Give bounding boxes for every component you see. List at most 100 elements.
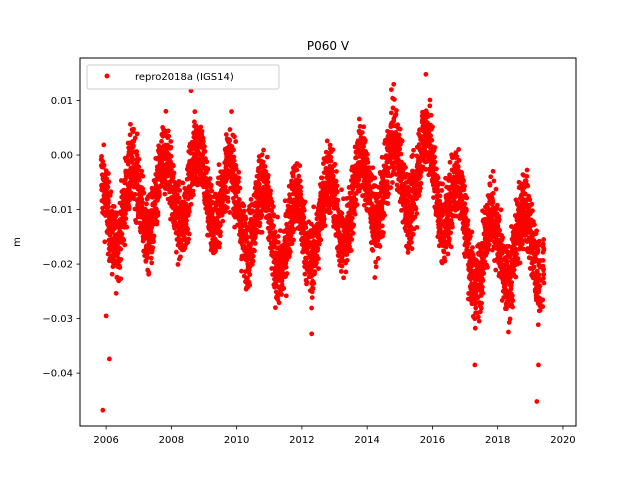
data-point (310, 286, 316, 292)
legend-label: repro2018a (IGS14) (135, 72, 234, 83)
data-point (132, 191, 138, 197)
data-point (208, 182, 214, 188)
data-point (485, 247, 491, 252)
data-point (105, 184, 111, 190)
data-point (393, 130, 399, 135)
data-point (166, 133, 172, 139)
data-point (108, 189, 114, 195)
data-point (468, 233, 473, 239)
data-point (123, 211, 128, 217)
data-point (350, 230, 356, 236)
data-point (184, 218, 189, 223)
data-point (252, 248, 257, 254)
data-point (204, 159, 210, 165)
data-point (536, 272, 542, 278)
data-point (465, 222, 470, 228)
data-point (247, 282, 253, 288)
data-point (472, 316, 478, 322)
data-point (271, 233, 277, 239)
data-point (140, 173, 146, 179)
data-point (500, 235, 506, 241)
data-point (541, 266, 546, 272)
data-point (109, 271, 115, 277)
data-point (351, 183, 357, 189)
data-point (263, 169, 269, 175)
data-point (318, 237, 324, 243)
x-tick-label: 2018 (485, 435, 510, 446)
data-point (357, 123, 363, 129)
data-point (339, 211, 345, 216)
data-point (535, 322, 541, 328)
data-point (140, 186, 146, 192)
data-point (186, 236, 191, 242)
data-point (190, 188, 196, 194)
data-point (349, 215, 355, 221)
data-point (185, 212, 191, 218)
data-point (531, 264, 537, 270)
data-point (144, 201, 149, 207)
data-point (455, 164, 461, 170)
data-point (445, 251, 451, 257)
data-point (124, 224, 130, 230)
data-point (338, 269, 344, 274)
data-point (385, 201, 391, 206)
data-point (352, 211, 358, 217)
data-point (434, 166, 439, 172)
data-point (362, 138, 368, 143)
data-point (168, 139, 174, 144)
data-point (328, 154, 334, 160)
data-point (334, 201, 340, 207)
data-point (111, 204, 117, 209)
data-point (330, 147, 336, 153)
data-point (233, 193, 239, 199)
data-point (534, 268, 540, 274)
data-point (222, 184, 228, 190)
data-point (366, 165, 372, 171)
data-point (464, 208, 469, 214)
data-point (397, 146, 403, 152)
data-point (418, 185, 423, 191)
data-point (272, 229, 278, 235)
data-point (459, 170, 465, 175)
data-point (175, 215, 181, 221)
data-point (106, 356, 112, 362)
data-point (319, 175, 325, 181)
data-point (333, 178, 339, 184)
data-point (198, 124, 204, 130)
data-point (416, 193, 422, 198)
data-point (339, 187, 344, 193)
data-point (497, 227, 502, 233)
data-point (344, 252, 350, 257)
data-point (241, 203, 247, 209)
data-point (151, 239, 157, 244)
data-point (176, 178, 182, 184)
data-point (156, 189, 162, 195)
data-point (125, 161, 131, 167)
data-point (301, 207, 307, 213)
data-point (213, 248, 219, 253)
data-point (183, 221, 189, 227)
data-point (301, 215, 307, 220)
data-point (136, 177, 142, 183)
y-tick-label: −0.04 (42, 369, 73, 380)
data-point (353, 197, 359, 203)
data-point (115, 250, 121, 256)
data-point (504, 306, 509, 312)
data-point (536, 242, 542, 248)
x-tick-label: 2020 (550, 435, 575, 446)
data-point (453, 213, 459, 219)
data-point (388, 185, 394, 190)
data-point (403, 164, 408, 170)
data-point (536, 362, 541, 368)
data-point (225, 195, 231, 201)
data-point (131, 143, 136, 149)
data-point (207, 176, 213, 182)
data-point (105, 171, 111, 176)
y-tick-label: 0.00 (51, 151, 73, 162)
data-point (260, 159, 266, 165)
data-point (541, 271, 547, 277)
data-point (275, 239, 281, 245)
data-point (328, 158, 334, 164)
x-tick-label: 2016 (420, 435, 445, 446)
data-point (200, 139, 206, 144)
